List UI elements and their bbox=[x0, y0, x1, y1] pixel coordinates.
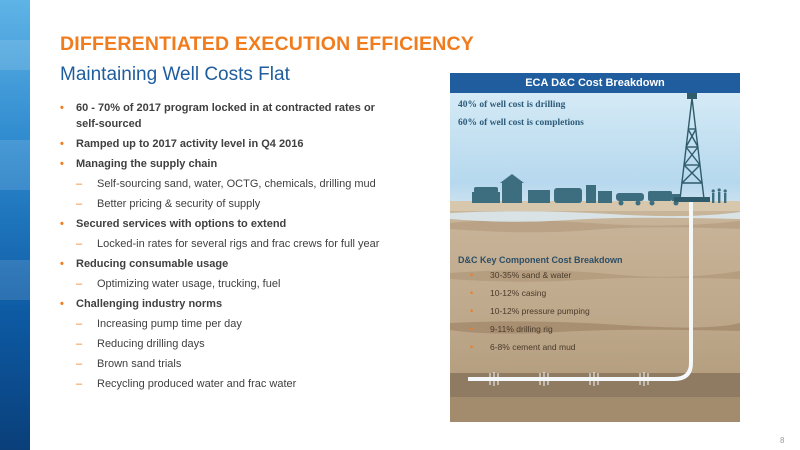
surface-strip bbox=[450, 201, 740, 211]
page-number: 8 bbox=[780, 436, 785, 445]
bullet-item: Secured services with options to extend bbox=[60, 216, 400, 232]
rock-stratum bbox=[450, 220, 740, 233]
wellbore bbox=[468, 202, 693, 381]
breakdown-item: 6-8% cement and mud bbox=[462, 341, 590, 359]
aquifer-band bbox=[450, 211, 740, 222]
breakdown-item: 30-35% sand & water bbox=[462, 269, 590, 287]
breakdown-item: 9-11% drilling rig bbox=[462, 323, 590, 341]
bullet-list: 60 - 70% of 2017 program locked in at co… bbox=[60, 96, 400, 396]
bullet-item: Reducing consumable usage bbox=[60, 256, 400, 272]
sub-bullet-item: Better pricing & security of supply bbox=[60, 196, 400, 212]
sub-bullet-item: Increasing pump time per day bbox=[60, 316, 400, 332]
bottom-layer bbox=[450, 397, 740, 422]
bullet-item: Ramped up to 2017 activity level in Q4 2… bbox=[60, 136, 400, 152]
sub-bullet-item: Locked-in rates for several rigs and fra… bbox=[60, 236, 400, 252]
bullet-item: Challenging industry norms bbox=[60, 296, 400, 312]
sub-bullet-item: Recycling produced water and frac water bbox=[60, 376, 400, 392]
breakdown-item: 10-12% pressure pumping bbox=[462, 305, 590, 323]
rig-crown bbox=[687, 93, 697, 99]
sub-bullet-item: Self-sourcing sand, water, OCTG, chemica… bbox=[60, 176, 400, 192]
sub-bullet-item: Optimizing water usage, trucking, fuel bbox=[60, 276, 400, 292]
completions-cost-stat: 60% of well cost is completions bbox=[458, 118, 584, 128]
frac-marks bbox=[489, 372, 649, 386]
sub-bullet-item: Reducing drilling days bbox=[60, 336, 400, 352]
drilling-rig-icon bbox=[679, 97, 705, 200]
bullet-item: 60 - 70% of 2017 program locked in at co… bbox=[60, 100, 400, 132]
breakdown-item: 10-12% casing bbox=[462, 287, 590, 305]
breakdown-title: D&C Key Component Cost Breakdown bbox=[458, 255, 623, 265]
side-accent-bar bbox=[0, 0, 30, 450]
bullet-item: Managing the supply chain bbox=[60, 156, 400, 172]
slide-title: DIFFERENTIATED EXECUTION EFFICIENCY bbox=[60, 33, 474, 55]
breakdown-list: 30-35% sand & water 10-12% casing 10-12%… bbox=[462, 269, 590, 359]
sub-bullet-item: Brown sand trials bbox=[60, 356, 400, 372]
panel-header: ECA D&C Cost Breakdown bbox=[450, 73, 740, 93]
rig-floor bbox=[674, 197, 710, 202]
drilling-cost-stat: 40% of well cost is drilling bbox=[458, 100, 566, 110]
cost-breakdown-panel: ECA D&C Cost Breakdown 40% of well cost … bbox=[450, 73, 740, 422]
slide-subtitle: Maintaining Well Costs Flat bbox=[60, 64, 290, 85]
